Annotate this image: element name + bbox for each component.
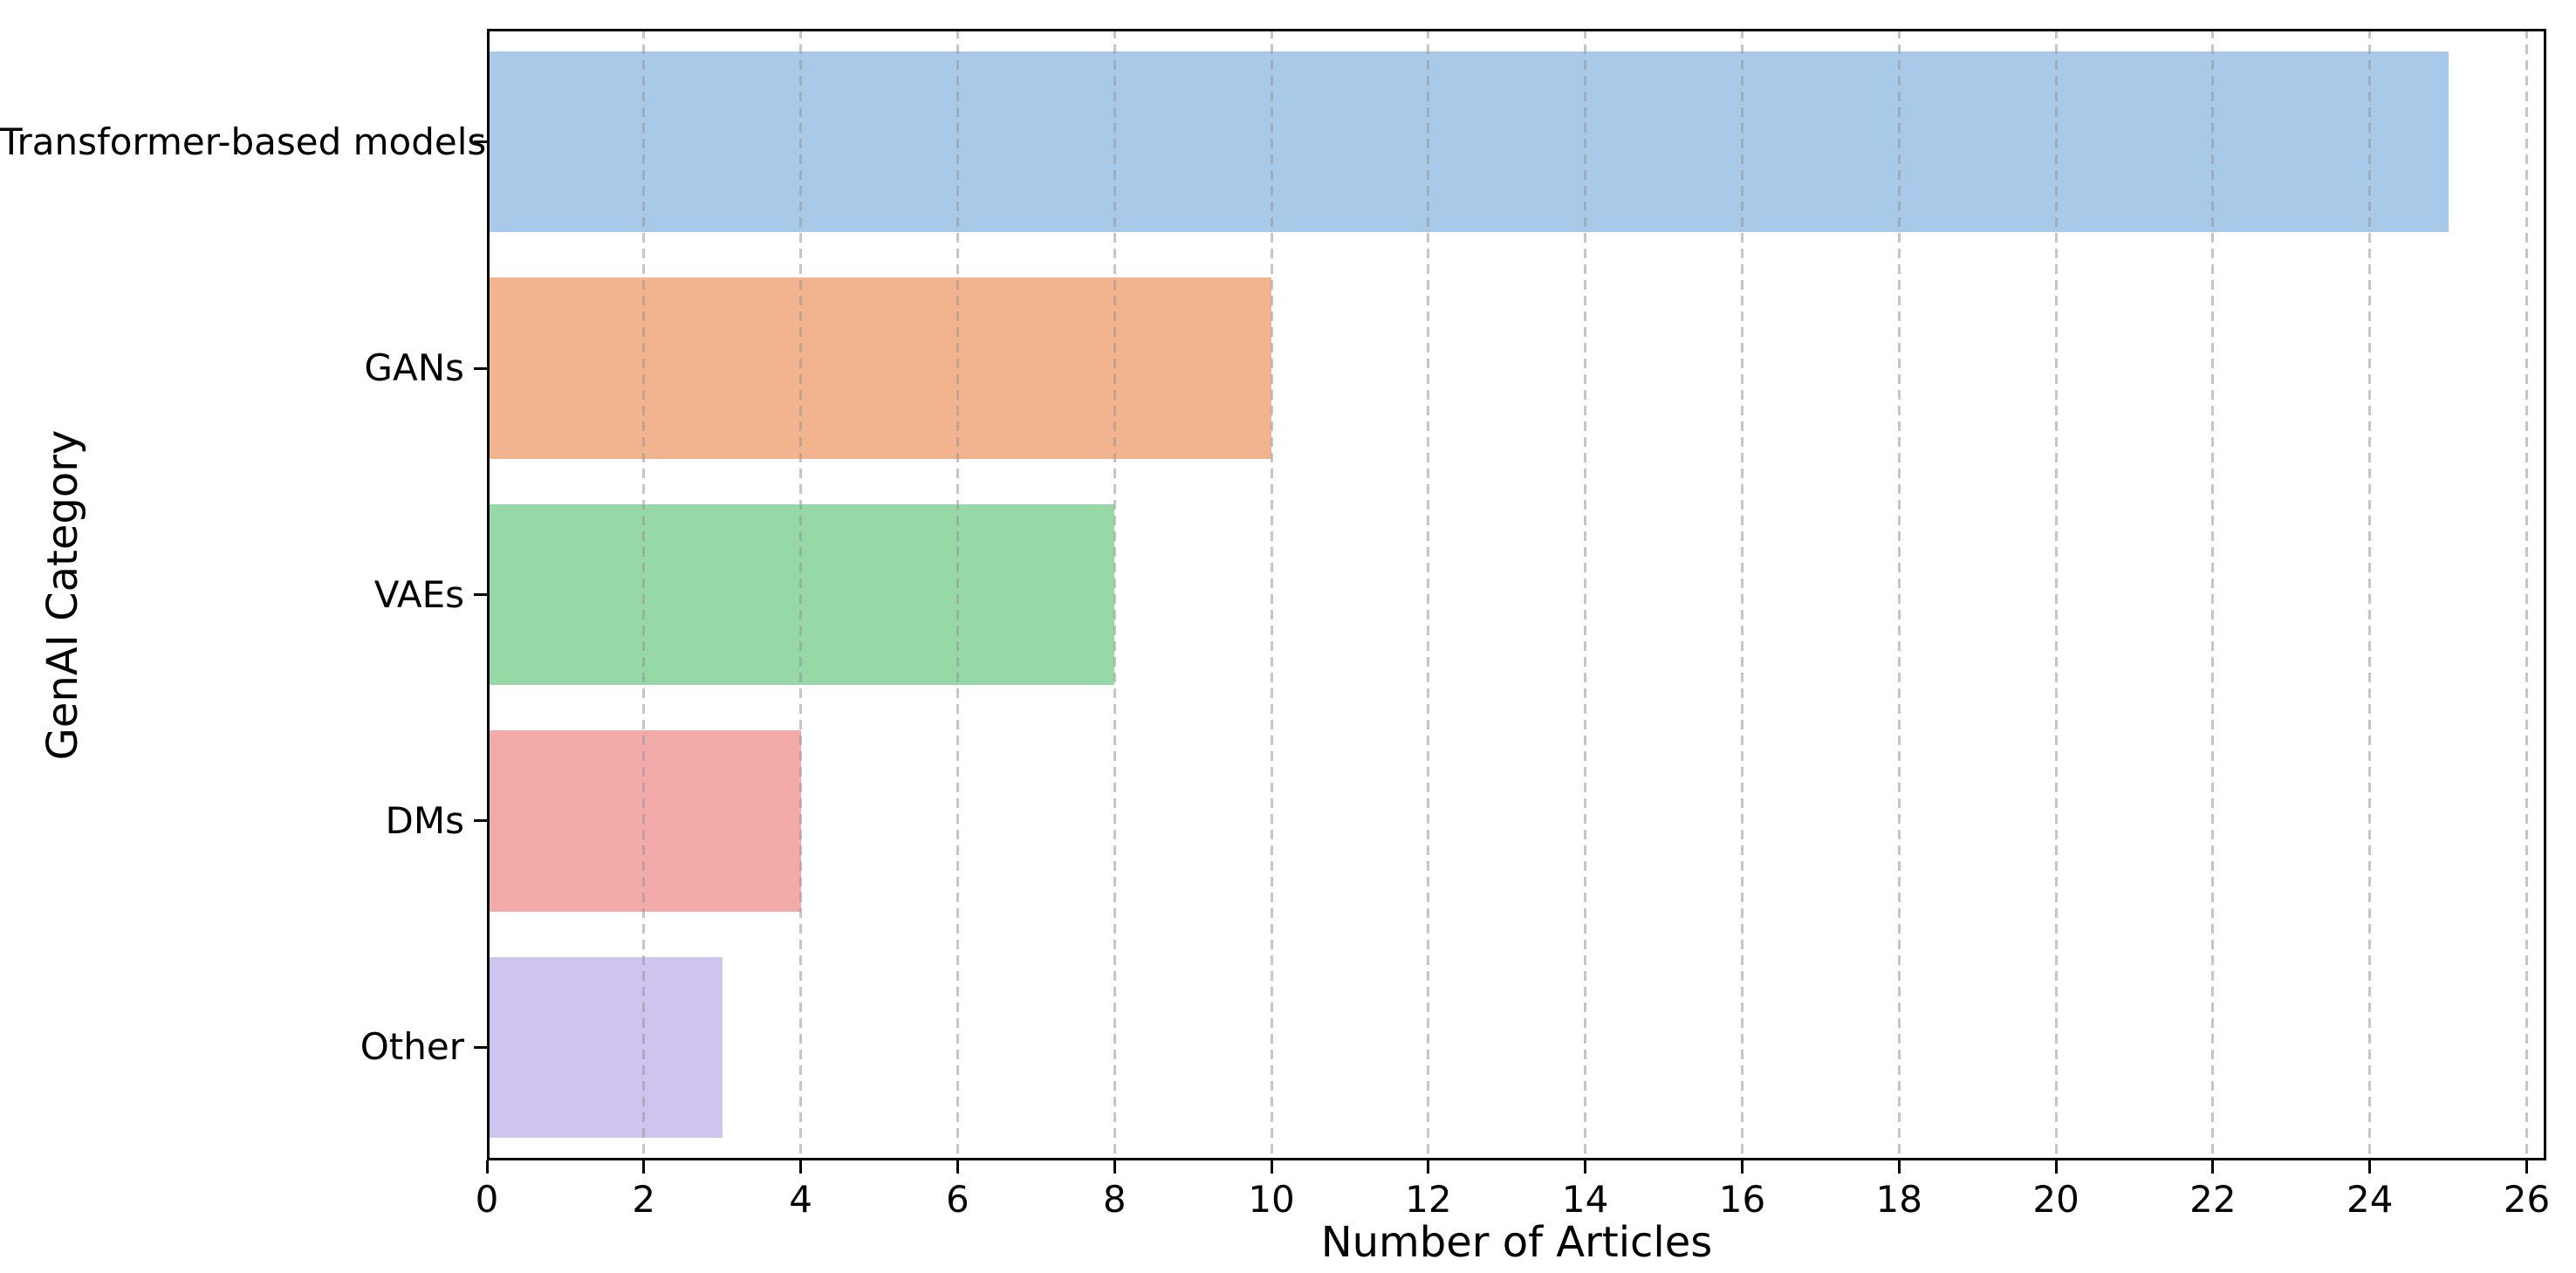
x-tick-label-8: 8	[1102, 1178, 1127, 1221]
x-tick-mark-14	[1584, 1160, 1587, 1174]
x-axis-label: Number of Articles	[1320, 1218, 1713, 1267]
x-tick-label-22: 22	[2189, 1178, 2237, 1221]
y-tick-mark-other	[474, 1045, 487, 1049]
gridline-x-4	[799, 29, 803, 1160]
x-tick-mark-26	[2525, 1160, 2529, 1174]
gridline-x-8	[1113, 29, 1116, 1160]
x-tick-label-10: 10	[1248, 1178, 1295, 1221]
gridline-x-26	[2525, 29, 2529, 1160]
gridline-x-6	[956, 29, 959, 1160]
x-tick-label-4: 4	[789, 1178, 812, 1221]
x-tick-label-14: 14	[1561, 1178, 1609, 1221]
x-tick-label-0: 0	[475, 1178, 499, 1221]
y-tick-mark-transformer-based-models	[474, 140, 487, 144]
x-tick-mark-16	[1740, 1160, 1744, 1174]
x-tick-label-2: 2	[632, 1178, 656, 1221]
bar-gans	[487, 277, 1272, 459]
gridline-x-14	[1584, 29, 1587, 1160]
gridline-x-24	[2368, 29, 2372, 1160]
x-tick-label-24: 24	[2346, 1178, 2394, 1221]
y-tick-mark-vaes	[474, 593, 487, 596]
y-tick-label-dms: DMs	[385, 798, 464, 842]
y-tick-label-gans: GANs	[364, 346, 464, 390]
x-tick-label-18: 18	[1875, 1178, 1922, 1221]
bar-other	[487, 956, 723, 1139]
x-tick-mark-12	[1427, 1160, 1430, 1174]
x-tick-mark-2	[642, 1160, 646, 1174]
x-tick-label-12: 12	[1405, 1178, 1452, 1221]
x-tick-label-26: 26	[2503, 1178, 2551, 1221]
x-tick-label-6: 6	[946, 1178, 969, 1221]
x-tick-mark-22	[2211, 1160, 2215, 1174]
x-tick-mark-8	[1113, 1160, 1116, 1174]
gridline-x-20	[2054, 29, 2058, 1160]
gridline-x-12	[1427, 29, 1430, 1160]
x-tick-label-20: 20	[2032, 1178, 2079, 1221]
x-tick-mark-10	[1270, 1160, 1273, 1174]
gridline-x-18	[1897, 29, 1901, 1160]
y-tick-label-transformer-based-models: Transformer-based models	[0, 120, 487, 163]
x-tick-mark-0	[485, 1160, 489, 1174]
x-tick-mark-20	[2054, 1160, 2058, 1174]
x-tick-mark-6	[956, 1160, 959, 1174]
gridline-x-22	[2211, 29, 2215, 1160]
gridline-x-16	[1740, 29, 1744, 1160]
y-tick-mark-dms	[474, 819, 487, 823]
bar-transformer-based-models	[487, 51, 2449, 233]
x-tick-mark-18	[1897, 1160, 1901, 1174]
x-tick-mark-4	[799, 1160, 803, 1174]
y-tick-mark-gans	[474, 366, 487, 370]
gridline-x-10	[1270, 29, 1273, 1160]
y-tick-label-vaes: VAEs	[373, 572, 464, 616]
x-tick-label-16: 16	[1718, 1178, 1766, 1221]
y-tick-label-other: Other	[360, 1025, 464, 1069]
x-tick-mark-24	[2368, 1160, 2372, 1174]
gridline-x-2	[642, 29, 646, 1160]
